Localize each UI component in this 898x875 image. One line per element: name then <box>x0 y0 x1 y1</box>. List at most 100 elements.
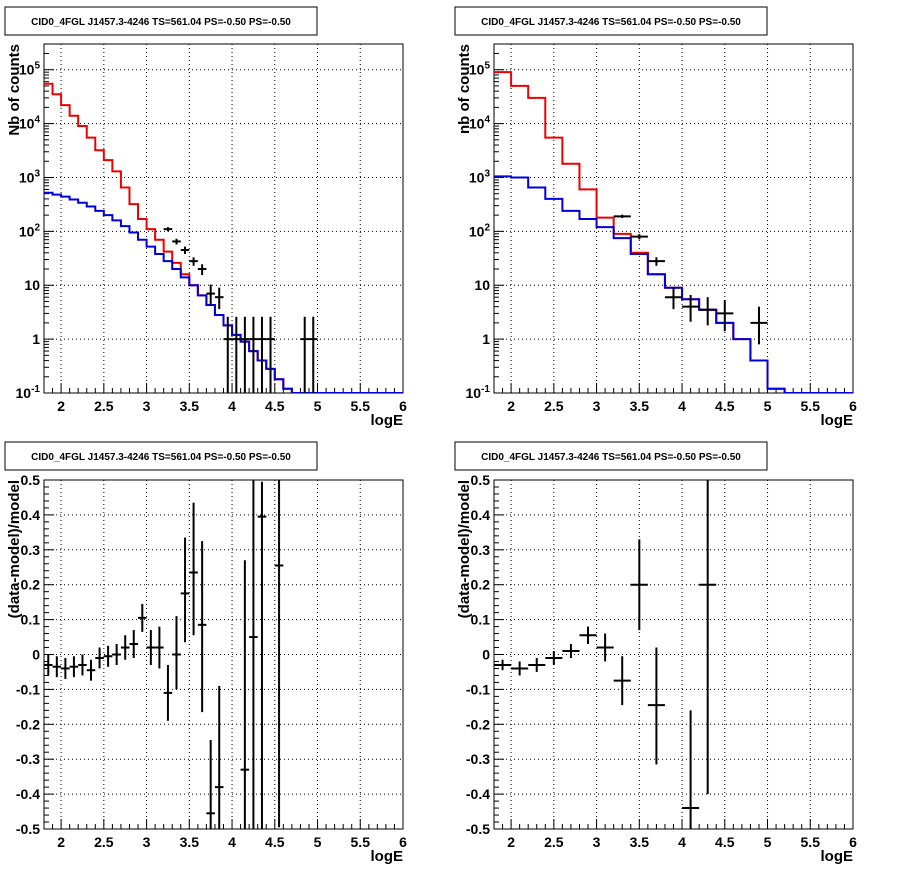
data-point <box>120 635 130 660</box>
x-tick-label: 5.5 <box>351 398 371 414</box>
y-tick-label: 0.2 <box>471 577 491 593</box>
y-tick-label: 105 <box>469 61 491 78</box>
data-point <box>78 654 87 676</box>
title-box: CID0_4FGL J1457.3-4246 TS=561.04 PS=-0.5… <box>454 6 768 36</box>
plot-area <box>44 480 284 829</box>
data-point <box>647 647 665 765</box>
y-tick-label: 102 <box>19 222 41 239</box>
y-tick-label: -0.1 <box>16 681 40 697</box>
y-tick-label: 0.5 <box>471 472 491 488</box>
data-point <box>163 227 173 232</box>
grid <box>494 480 853 829</box>
y-tick-label: -0.2 <box>466 716 490 732</box>
data-point <box>545 651 563 665</box>
y-tick-label: -0.3 <box>16 751 40 767</box>
x-tick-label: 2.5 <box>94 398 114 414</box>
data-point <box>494 659 512 671</box>
data-point <box>596 633 614 662</box>
x-tick-label: 4 <box>678 398 686 414</box>
x-tick-label: 3 <box>143 834 151 850</box>
axis-ticks <box>43 479 404 830</box>
data-point <box>266 316 275 393</box>
chart-panel-4: 2 2.5 3 3.5 4 4.5 5 5.5 6 -0.5 -0.4 -0.3 -0.2 -0.1 0 0.… <box>454 441 857 865</box>
data-point <box>206 284 215 305</box>
plot-frame <box>493 479 854 830</box>
chart-title: CID0_4FGL J1457.3-4246 TS=561.04 PS=-0.5… <box>31 17 291 28</box>
data-point <box>613 214 631 219</box>
x-tick-label: 6 <box>399 398 407 414</box>
plot-area <box>44 82 403 393</box>
x-tick-label: 6 <box>849 398 857 414</box>
y-tick-label: 10-1 <box>16 384 41 401</box>
x-axis-title: logE <box>821 412 854 429</box>
grid <box>44 480 403 829</box>
x-tick-label: 3.5 <box>180 398 200 414</box>
x-axis-title: logE <box>821 848 854 865</box>
data-point <box>206 740 215 829</box>
plot-area <box>494 480 717 829</box>
data-point <box>511 661 529 676</box>
x-tick-label: 5 <box>764 834 772 850</box>
y-tick-label: -0.5 <box>16 821 40 837</box>
y-tick-label: 1 <box>32 331 40 347</box>
y-tick-label: 104 <box>469 115 491 132</box>
plot-area <box>494 71 853 393</box>
data-point <box>172 238 181 245</box>
x-tick-label: 2 <box>507 398 515 414</box>
x-tick-label: 5.5 <box>801 834 821 850</box>
data-point <box>613 656 631 706</box>
y-tick-label: 0.4 <box>21 507 41 523</box>
data-point <box>699 480 717 795</box>
data-point <box>163 664 173 721</box>
y-tick-label: -0.2 <box>16 716 40 732</box>
x-axis-title: logE <box>371 848 404 865</box>
y-tick-label: -0.5 <box>466 821 490 837</box>
model-total-series <box>44 82 403 393</box>
y-tick-label: 0.3 <box>471 542 491 558</box>
y-tick-label: 10 <box>474 277 490 293</box>
y-tick-label: 1 <box>482 331 490 347</box>
data-point <box>240 316 250 393</box>
y-tick-label: 0.4 <box>471 507 491 523</box>
y-tick-label: 0.1 <box>21 612 41 628</box>
y-tick-label: -0.3 <box>466 751 490 767</box>
x-tick-label: 6 <box>849 834 857 850</box>
y-tick-label: -0.4 <box>16 786 40 802</box>
data-point <box>562 644 580 658</box>
y-tick-label: 105 <box>19 61 41 78</box>
x-tick-label: 4.5 <box>715 398 735 414</box>
chart-panel-3: 2 2.5 3 3.5 4 4.5 5 5.5 6 -0.5 -0.4 -0.3 -0.2 -0.1 0 0.… <box>4 441 407 865</box>
y-tick-label: 103 <box>469 168 491 185</box>
data-point <box>274 480 284 828</box>
data-point <box>249 480 258 829</box>
data-point <box>103 645 113 667</box>
y-axis-title: (data-model)/model <box>6 480 23 618</box>
y-axis-title: Nb of counts <box>6 44 23 136</box>
title-box: CID0_4FGL J1457.3-4246 TS=561.04 PS=-0.5… <box>4 6 318 36</box>
data-point <box>189 502 198 636</box>
title-frame <box>454 441 768 471</box>
title-box: CID0_4FGL J1457.3-4246 TS=561.04 PS=-0.5… <box>4 441 318 471</box>
x-tick-label: 5.5 <box>801 398 821 414</box>
data-point <box>155 626 164 669</box>
data-point <box>197 541 207 713</box>
y-tick-label: 0.1 <box>471 612 491 628</box>
data-point <box>716 300 734 332</box>
data-point <box>223 316 233 393</box>
x-axis-title: logE <box>371 412 404 429</box>
data-point <box>257 481 267 829</box>
data-point <box>214 287 224 310</box>
x-tick-label: 3 <box>593 834 601 850</box>
data-point <box>69 656 79 678</box>
x-tick-label: 3 <box>143 398 151 414</box>
title-frame <box>454 6 768 36</box>
data-point <box>630 234 648 240</box>
y-tick-label: 102 <box>469 222 491 239</box>
grid <box>44 44 403 393</box>
y-tick-label: -0.1 <box>466 681 490 697</box>
data-point <box>647 257 665 266</box>
data-point <box>52 656 62 678</box>
data-point <box>95 647 104 669</box>
data-point <box>682 294 700 322</box>
x-tick-label: 5 <box>764 398 772 414</box>
